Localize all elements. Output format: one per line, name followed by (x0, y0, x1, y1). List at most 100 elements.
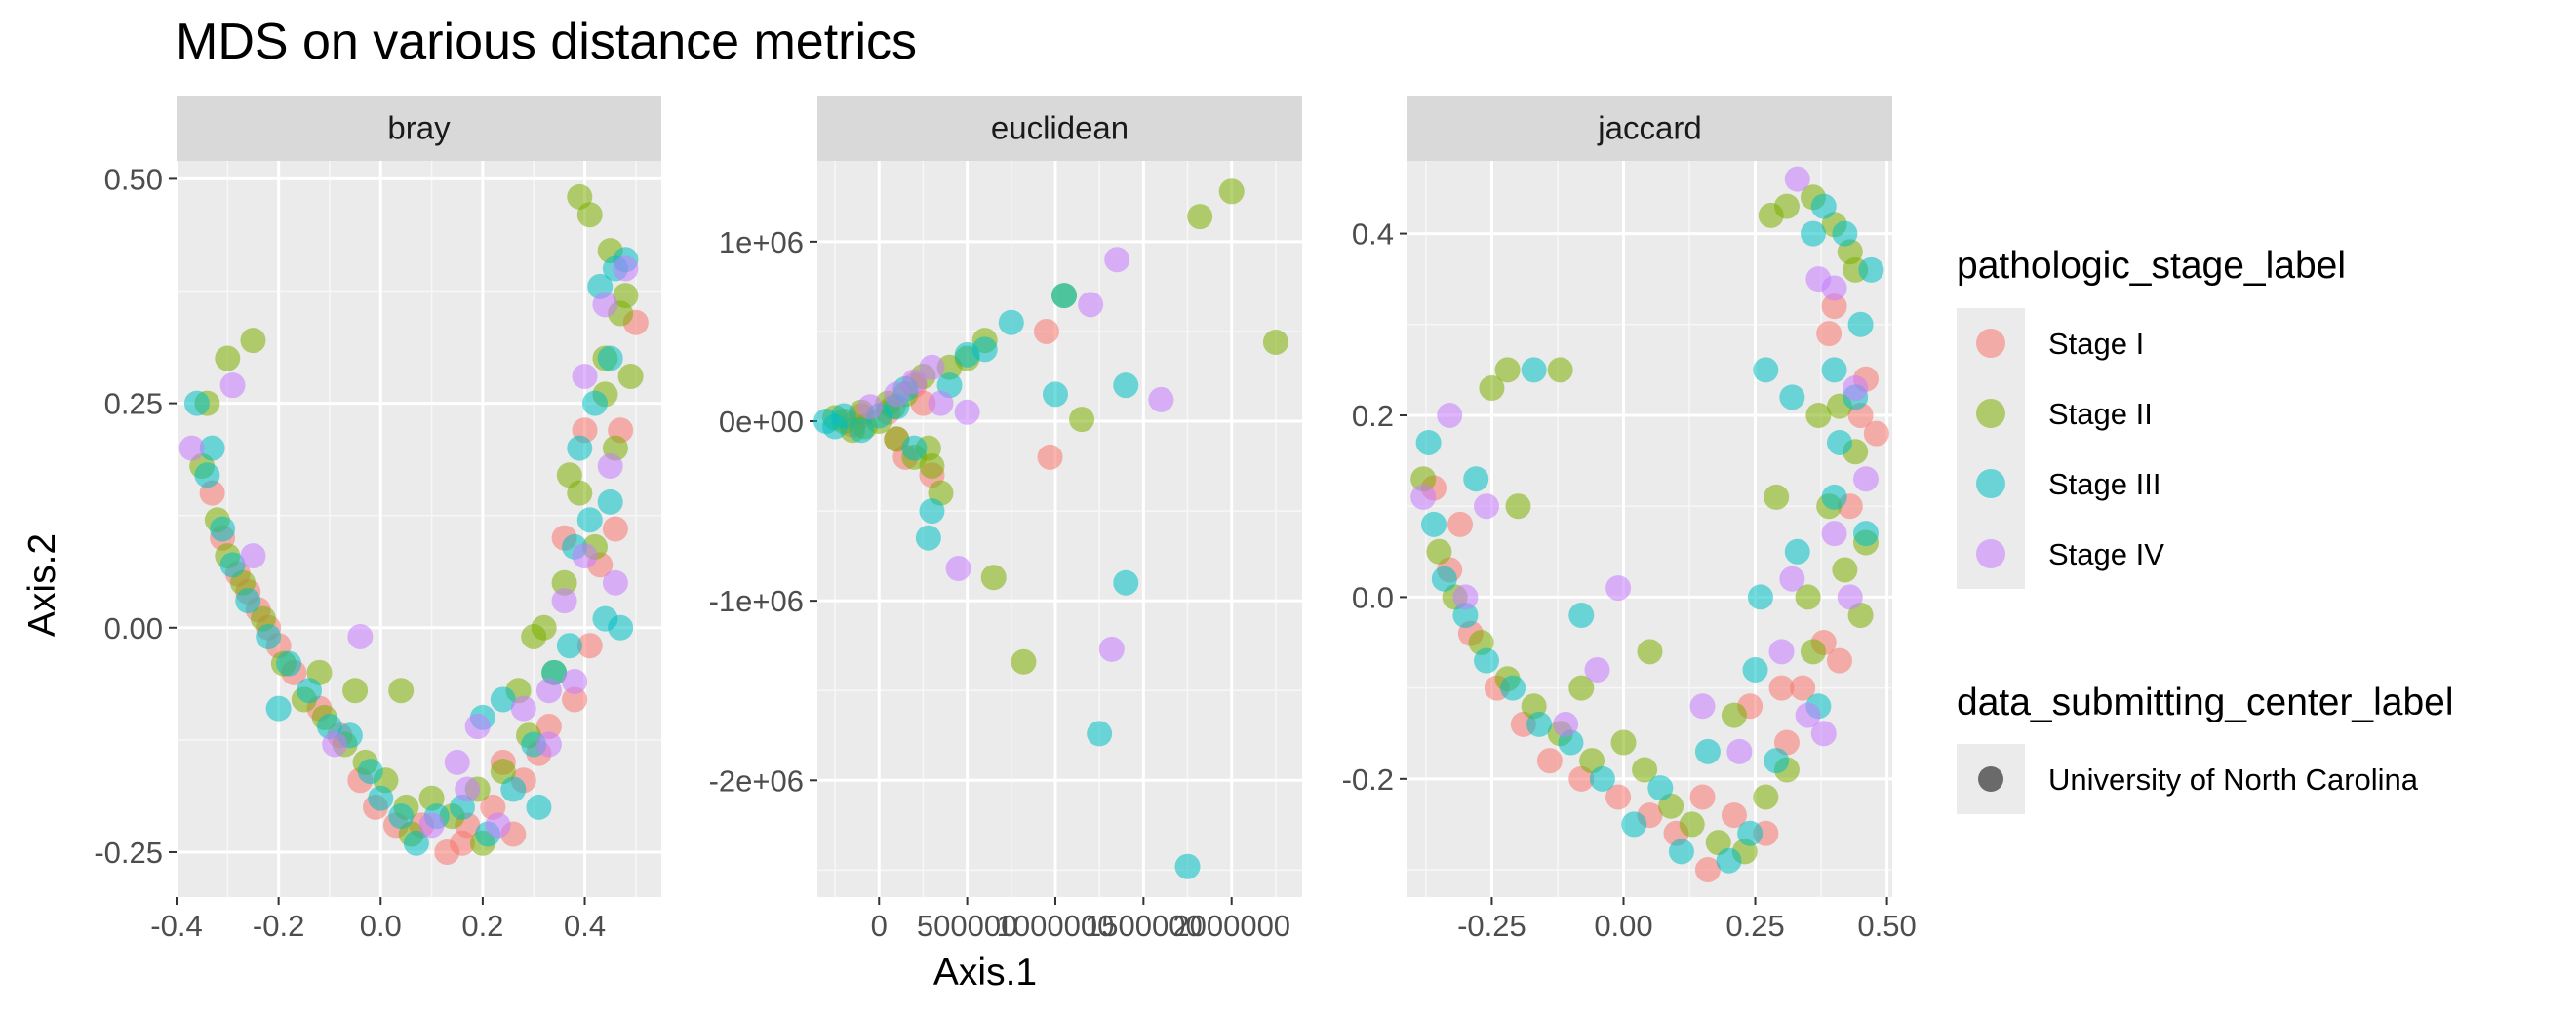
data-point (521, 623, 547, 649)
data-point (608, 614, 634, 641)
data-point (1452, 603, 1479, 629)
facet-strip (177, 96, 661, 161)
data-point (276, 650, 302, 677)
x-tick-label: 1000000 (997, 909, 1115, 943)
data-point (998, 309, 1024, 335)
y-tick-label: -1e+06 (709, 584, 804, 618)
data-point (576, 633, 603, 659)
data-point (602, 516, 628, 542)
y-tick-label: 0.00 (104, 611, 163, 645)
facet-strip (817, 96, 1302, 161)
data-point (210, 516, 236, 542)
data-point (551, 588, 577, 614)
data-point (1051, 283, 1078, 309)
data-point (1647, 775, 1674, 801)
facet-jaccard: jaccard -0.25 0.00 0.25 0.50 -0.2 0.0 0.2 0.4 (1342, 96, 1917, 943)
data-point (1784, 166, 1810, 192)
data-point (1069, 407, 1095, 433)
data-point (1795, 584, 1821, 610)
data-point (1852, 466, 1879, 492)
data-point (1610, 729, 1637, 756)
data-point (1753, 357, 1779, 383)
data-point (1447, 511, 1474, 537)
data-point (1821, 521, 1847, 547)
data-point (1087, 721, 1113, 747)
x-tick-label: -0.4 (150, 909, 202, 943)
data-point (1795, 702, 1821, 728)
legend-shape-keys: University of North Carolina (1957, 744, 2419, 814)
facet-strip-label: bray (387, 110, 451, 146)
data-point (1547, 357, 1573, 383)
data-point (901, 435, 928, 461)
data-point (1821, 275, 1847, 301)
x-tick-label: -0.2 (253, 909, 304, 943)
data-point (1800, 639, 1826, 665)
x-tick-label: 0 (871, 909, 888, 943)
data-point (1716, 847, 1742, 874)
data-point (1843, 375, 1869, 402)
data-point (535, 731, 562, 758)
data-point (357, 759, 383, 785)
data-point (1410, 466, 1437, 492)
data-point (1452, 584, 1479, 610)
points-jaccard (1410, 166, 1889, 883)
data-point (1689, 693, 1716, 720)
facet-strip-label: euclidean (991, 110, 1129, 146)
y-tick-label: -2e+06 (709, 763, 804, 798)
data-point (1218, 178, 1245, 205)
points-bray (178, 183, 649, 865)
data-point (1463, 466, 1489, 492)
x-tick-label: 0.4 (564, 909, 606, 943)
y-tick-label: -0.25 (94, 836, 163, 870)
panel-background (177, 161, 661, 897)
data-point (1042, 381, 1068, 408)
data-point (1148, 386, 1174, 412)
legend-color-keys: Stage I Stage II Stage III Stage IV (1957, 308, 2164, 589)
data-point (1821, 357, 1847, 383)
data-point (1779, 566, 1805, 592)
data-point (613, 255, 639, 282)
x-axis-title: Axis.1 (933, 952, 1037, 994)
x-tick-label: 0.50 (1857, 909, 1916, 943)
data-point (1742, 656, 1768, 683)
data-point (526, 794, 552, 820)
data-point (1826, 647, 1852, 674)
legend-item-label: Stage IV (2048, 537, 2164, 571)
facet-bray: bray -0.4 -0.2 0.0 0.2 0.4 -0.25 0.00 0.25 0.50 (94, 96, 661, 943)
data-point (1764, 748, 1790, 774)
data-point (1104, 247, 1130, 273)
data-point (597, 488, 623, 515)
legend-item-label: Stage III (2048, 467, 2160, 501)
data-point (954, 399, 980, 425)
y-tick-label: 0.50 (104, 162, 163, 196)
data-point (602, 569, 628, 596)
y-tick-label: 1e+06 (719, 225, 804, 259)
data-point (1721, 802, 1747, 829)
data-point (1033, 318, 1059, 344)
data-point (1494, 357, 1521, 383)
data-point (572, 363, 598, 389)
x-tick-label: 500000 (917, 909, 1017, 943)
data-point (1421, 511, 1447, 537)
data-point (240, 543, 266, 569)
points-euclidean (813, 178, 1288, 879)
data-point (1605, 784, 1632, 810)
data-point (567, 435, 593, 461)
data-point (183, 390, 210, 416)
legend-item-label: University of North Carolina (2048, 762, 2419, 797)
data-point (597, 345, 623, 371)
data-point (1821, 293, 1847, 320)
data-point (194, 462, 220, 488)
y-tick-label: 0.25 (104, 387, 163, 421)
data-point (1784, 538, 1810, 565)
data-point (1810, 721, 1837, 747)
data-point (1847, 311, 1874, 337)
data-point (490, 686, 516, 713)
data-point (592, 292, 618, 318)
data-point (857, 394, 884, 420)
data-point (235, 588, 261, 614)
data-point (1726, 738, 1753, 764)
data-point (562, 686, 588, 713)
data-point (945, 556, 971, 582)
